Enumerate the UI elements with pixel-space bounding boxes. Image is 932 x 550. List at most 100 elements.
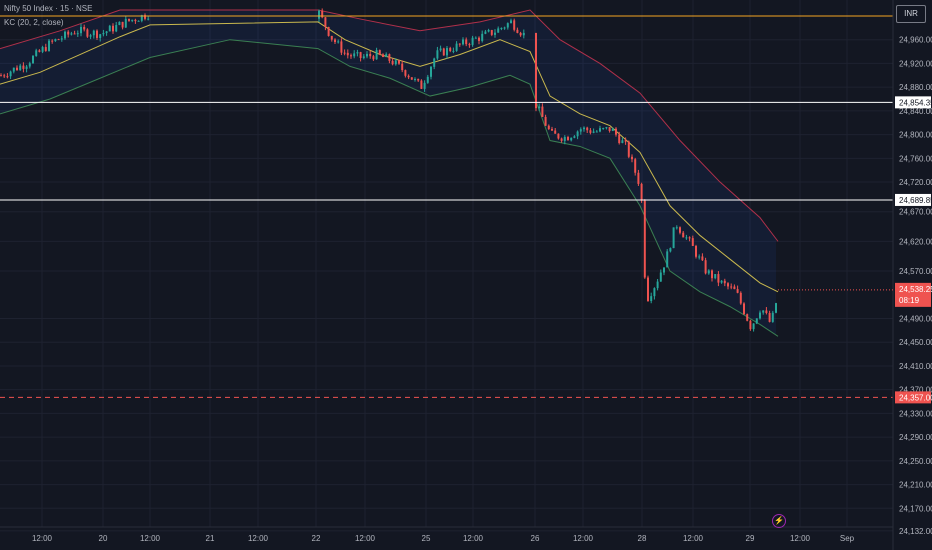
candle-bear <box>701 256 704 261</box>
candle-bear <box>768 313 771 322</box>
price-tick-label: 24,620.00 <box>899 237 932 246</box>
candle-bull <box>563 137 566 141</box>
candle-bull <box>385 54 388 58</box>
candle-bear <box>547 125 550 130</box>
candle-bull <box>672 227 675 249</box>
candle-bull <box>481 33 484 41</box>
candle-bear <box>682 232 685 238</box>
candle-bear <box>634 159 637 173</box>
price-tick-label: 24,250.00 <box>899 457 932 466</box>
candle-bull <box>446 48 448 56</box>
candle-bull <box>423 82 426 89</box>
candle-bull <box>41 47 44 52</box>
candle-bear <box>691 238 694 246</box>
candle-bear <box>378 50 381 55</box>
candle-bear <box>624 140 627 142</box>
candle-bull <box>579 129 582 132</box>
candle-bull <box>506 23 509 28</box>
candle-bear <box>544 116 547 126</box>
candle-bear <box>0 75 2 77</box>
candle-bull <box>471 37 474 45</box>
level-high-label: 24,854.35 <box>899 98 932 107</box>
candle-bear <box>86 29 89 37</box>
candle-bull <box>755 318 758 324</box>
candle-bear <box>567 137 569 141</box>
candle-bull <box>576 131 579 137</box>
candle-bull <box>102 33 105 35</box>
lightning-icon[interactable]: ⚡ <box>772 514 786 528</box>
candle-bear <box>420 80 423 89</box>
candle-bull <box>599 128 601 132</box>
level-mid-label-bg <box>895 193 931 206</box>
candle-bull <box>583 127 585 130</box>
candle-bull <box>394 60 397 65</box>
candle-bull <box>439 48 442 51</box>
candle-bear <box>643 200 646 278</box>
candle-bull <box>497 28 500 33</box>
candle-bear <box>743 303 745 315</box>
time-tick-label: 12:00 <box>573 534 594 543</box>
candle-bull <box>318 10 320 19</box>
candle-bull <box>76 33 79 35</box>
candle-bear <box>324 17 327 27</box>
candle-bull <box>775 303 777 313</box>
candle-bull <box>595 131 598 133</box>
candle-bear <box>57 39 60 41</box>
time-tick-label: 12:00 <box>683 534 704 543</box>
candle-bull <box>414 78 416 80</box>
candle-bear <box>458 43 461 45</box>
candle-bear <box>51 40 54 42</box>
candle-bear <box>128 18 130 21</box>
candle-bear <box>739 292 742 304</box>
candle-bull <box>771 312 774 322</box>
price-tick-label: 24,290.00 <box>899 433 932 442</box>
candle-bull <box>140 15 143 21</box>
candle-bull <box>12 67 15 72</box>
candle-bull <box>115 25 118 32</box>
price-tick-label: 24,920.00 <box>899 59 932 68</box>
candle-bear <box>478 37 480 41</box>
candle-bull <box>602 128 605 130</box>
candle-bear <box>330 35 333 40</box>
candle-bear <box>391 60 394 65</box>
candle-bear <box>560 138 563 141</box>
symbol-title[interactable]: Nifty 50 Index · 15 · NSE <box>4 4 93 13</box>
candle-bear <box>407 75 410 78</box>
candle-bull <box>356 52 359 54</box>
candle-bear <box>73 33 76 35</box>
current-price-label: 24,538.25 <box>899 285 932 294</box>
currency-button[interactable]: INR <box>896 5 926 23</box>
candle-bear <box>22 65 25 69</box>
candle-bull <box>592 131 595 133</box>
candle-bear <box>410 77 413 80</box>
candle-bull <box>455 43 458 51</box>
candle-bear <box>112 25 114 32</box>
candle-bear <box>513 20 516 30</box>
candle-bear <box>704 260 707 274</box>
candle-bear <box>711 270 713 279</box>
price-tick-label: 24,880.00 <box>899 83 932 92</box>
time-tick-label: 12:00 <box>32 534 53 543</box>
candle-bear <box>369 53 372 57</box>
candle-bear <box>442 48 445 56</box>
candle-bull <box>707 270 710 274</box>
price-tick-label: 24,370.00 <box>899 386 932 395</box>
candle-bull <box>714 274 717 279</box>
time-tick-label: Sep <box>840 534 855 543</box>
price-tick-label: 24,960.00 <box>899 36 932 45</box>
candle-bull <box>108 25 111 32</box>
price-tick-label: 24,210.00 <box>899 481 932 490</box>
candle-bear <box>586 127 589 131</box>
candle-bear <box>121 21 124 28</box>
indicator-label[interactable]: KC (20, 2, close) <box>4 18 64 27</box>
kc-upper-line <box>0 9 779 242</box>
candle-bear <box>541 106 544 117</box>
candle-bull <box>487 30 490 32</box>
candle-bull <box>337 41 340 43</box>
candle-bull <box>650 296 653 302</box>
candle-bull <box>669 248 672 252</box>
candles <box>0 8 777 332</box>
candle-bear <box>535 32 537 109</box>
